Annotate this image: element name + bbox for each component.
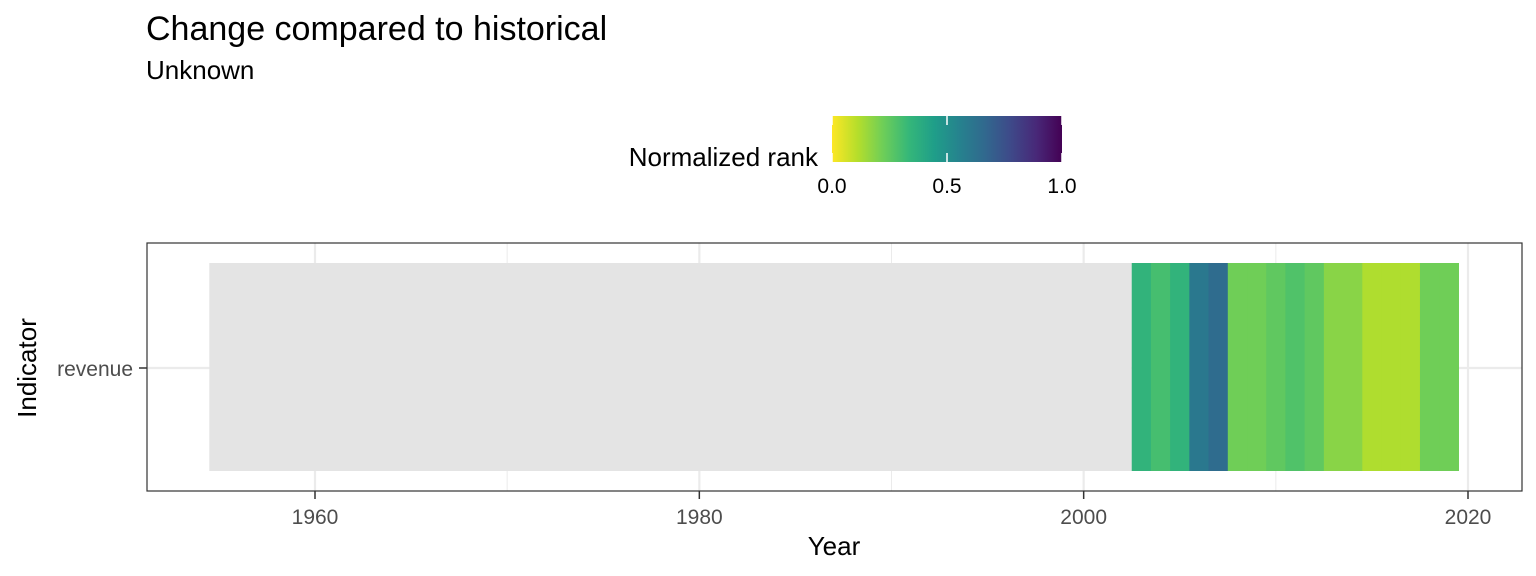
heatmap-cell xyxy=(1266,263,1287,471)
x-tick-label: 2020 xyxy=(1445,506,1492,529)
x-axis: 1960 1980 2000 2020 Year xyxy=(292,491,1492,561)
heatmap-cell xyxy=(1343,263,1363,471)
legend-title: Normalized rank xyxy=(629,142,819,172)
heatmap-cells xyxy=(209,263,1459,471)
heatmap-cell xyxy=(1285,263,1306,471)
chart-title: Change compared to historical xyxy=(146,10,607,48)
heatmap-cell xyxy=(1439,263,1459,471)
x-axis-title: Year xyxy=(808,531,861,561)
heatmap-cell xyxy=(1227,263,1248,471)
heatmap-cell xyxy=(1419,263,1440,471)
legend-tick-label: 0.5 xyxy=(932,175,961,198)
heatmap-cell xyxy=(1362,263,1383,471)
chart-subtitle: Unknown xyxy=(146,55,254,85)
y-axis: revenue Indicator xyxy=(12,318,147,418)
heatmap-cell xyxy=(1189,263,1210,471)
legend: Normalized rank 0.0 0.5 1.0 xyxy=(629,116,1077,198)
panel-border xyxy=(146,242,1523,492)
x-tick-label: 1960 xyxy=(292,506,339,529)
plot-panel xyxy=(146,242,1523,492)
x-tick-label: 1980 xyxy=(676,506,723,529)
heatmap-cell xyxy=(1208,263,1229,471)
heatmap-cell xyxy=(1400,263,1421,471)
legend-tick-label: 1.0 xyxy=(1047,175,1076,198)
heatmap-cell xyxy=(1170,263,1190,471)
legend-tick-label: 0.0 xyxy=(817,175,846,198)
y-axis-title: Indicator xyxy=(12,318,42,418)
heatmap-cell xyxy=(1150,263,1171,471)
missing-data-band xyxy=(209,263,1132,471)
y-tick-label: revenue xyxy=(57,358,133,381)
heatmap-cell xyxy=(1381,263,1402,471)
x-tick-label: 2000 xyxy=(1060,506,1107,529)
heatmap-cell xyxy=(1323,263,1344,471)
heatmap-cell xyxy=(1247,263,1267,471)
heatmap-cell xyxy=(1131,263,1152,471)
heatmap-cell xyxy=(1304,263,1325,471)
